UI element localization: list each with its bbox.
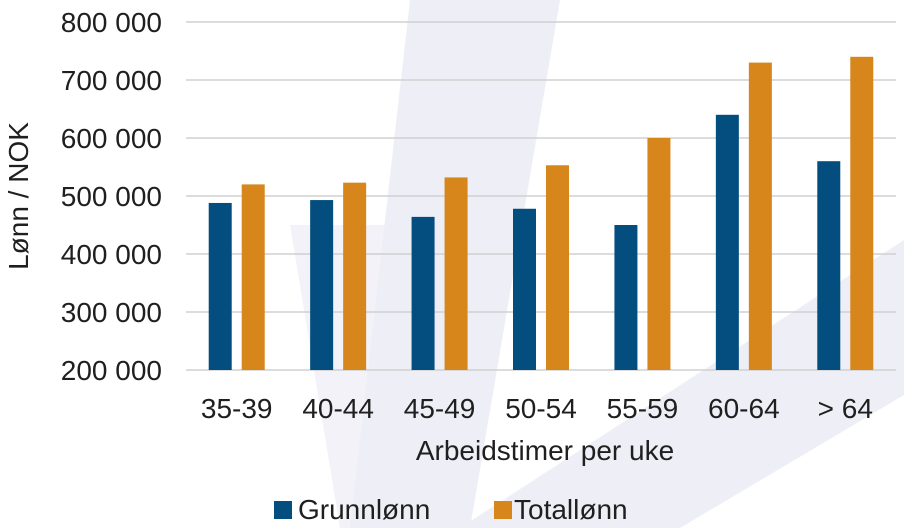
bar-totallonn-2	[444, 177, 468, 370]
bar-grunnlonn-1	[310, 200, 334, 370]
legend: Grunnlønn Totallønn	[274, 494, 628, 525]
bar-grunnlonn-4	[614, 225, 638, 370]
y-tick-label: 300 000	[61, 297, 162, 328]
bar-grunnlonn-0	[208, 202, 232, 370]
x-tick-label: > 64	[818, 393, 873, 424]
bar-totallonn-1	[343, 182, 367, 370]
bar-totallonn-5	[748, 62, 772, 370]
bar-totallonn-0	[241, 184, 265, 370]
gridlines	[186, 21, 896, 371]
legend-swatch-totallonn	[494, 501, 512, 519]
y-tick-label: 200 000	[61, 355, 162, 386]
legend-label-grunnlonn: Grunnlønn	[298, 494, 430, 525]
x-tick-label: 50-54	[505, 393, 577, 424]
bar-grunnlonn-3	[513, 208, 536, 370]
y-tick-label: 600 000	[61, 123, 162, 154]
bars	[208, 56, 874, 371]
y-axis-title: Lønn / NOK	[3, 122, 34, 270]
y-axis-tick-labels: 200 000 300 000 400 000 500 000 600 000 700 0…	[61, 7, 162, 386]
bar-totallonn-6	[850, 56, 874, 371]
bar-grunnlonn-2	[411, 216, 435, 370]
y-tick-label: 500 000	[61, 181, 162, 212]
bar-totallonn-3	[546, 165, 569, 370]
x-tick-label: 55-59	[607, 393, 679, 424]
x-axis-title: Arbeidstimer per uke	[416, 435, 674, 466]
bar-grunnlonn-6	[817, 161, 841, 370]
x-tick-label: 35-39	[201, 393, 273, 424]
legend-swatch-grunnlonn	[274, 501, 292, 519]
x-tick-label: 60-64	[708, 393, 780, 424]
x-tick-label: 45-49	[404, 393, 476, 424]
legend-label-totallonn: Totallønn	[514, 494, 628, 525]
x-axis-tick-labels: 35-39 40-44 45-49 50-54 55-59 60-64 > 64	[201, 393, 873, 424]
y-tick-label: 800 000	[61, 7, 162, 38]
bar-grunnlonn-5	[715, 114, 739, 370]
x-tick-label: 40-44	[302, 393, 374, 424]
y-tick-label: 400 000	[61, 239, 162, 270]
bar-totallonn-4	[647, 138, 671, 370]
y-tick-label: 700 000	[61, 65, 162, 96]
